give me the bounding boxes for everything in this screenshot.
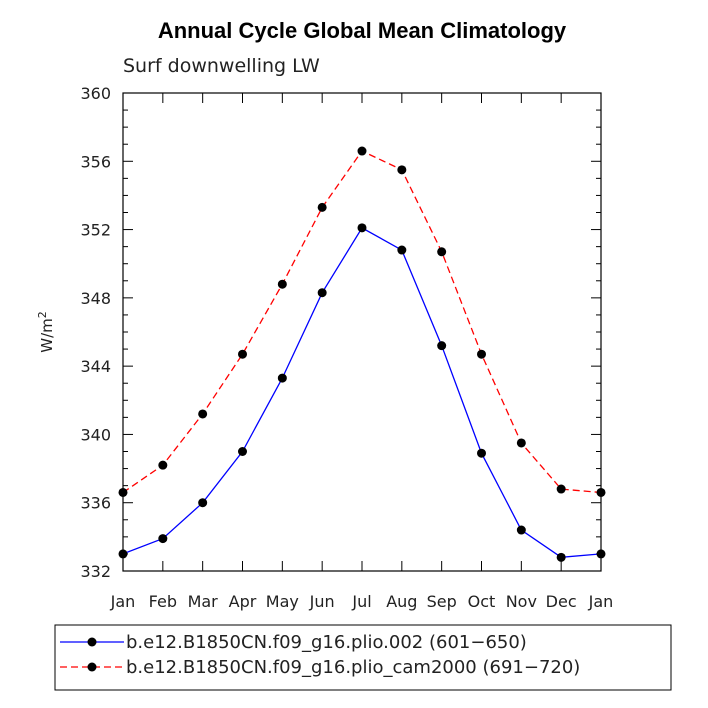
series-line-1 [122,227,602,558]
x-tick-label: Mar [188,592,219,611]
series-2-point [477,349,486,359]
y-axis-label: W/m2 [36,311,56,353]
x-tick-label: May [266,592,299,611]
series-1-point [357,223,367,233]
x-tick-label: Oct [468,592,496,611]
series-1-point [437,341,447,351]
series-1-point [516,525,526,535]
chart-subtitle: Surf downwelling LW [123,55,320,77]
chart-title: Annual Cycle Global Mean Climatology [158,18,567,43]
series-1-point [238,447,247,456]
x-tick-label: Apr [229,592,257,611]
series-2-point [596,487,606,497]
y-axis-label-superscript: 2 [36,311,49,318]
series-2-point [238,349,247,359]
plot-frame [122,92,602,572]
plot-area [122,92,602,572]
series-1-point [596,549,606,559]
legend-box [54,624,672,691]
x-tick-labels: Jan Feb Mar Apr May Jun Jul Aug Sep Oct Nov Dec Jan [110,592,614,611]
y-tick-label: 344 [80,357,111,376]
y-tick-label: 356 [80,152,111,171]
series-2-point [198,409,208,419]
series-lines [122,150,602,558]
series-2-point [516,438,526,448]
x-tick-label: Feb [149,592,177,611]
x-tick-label: Dec [546,592,577,611]
y-tick-label: 340 [80,425,111,444]
series-2-point [397,165,407,175]
y-tick-labels: 332 336 340 344 348 352 356 360 [80,84,111,581]
series-1-point [198,498,208,508]
series-1-point [397,245,407,255]
x-tick-label: Jan [588,592,614,611]
x-tick-label: Jun [309,592,335,611]
series-2-point [556,484,566,494]
y-tick-label: 352 [80,221,111,240]
series-1-point [477,448,486,458]
series-2-point [158,460,168,470]
series-2-point [317,202,327,212]
x-tick-label: Sep [427,592,457,611]
x-tick-label: Jul [351,592,371,611]
y-tick-label: 336 [80,494,111,513]
legend-label-2: b.e12.B1850CN.f09_g16.plio_cam2000 (691−… [126,657,580,678]
legend-marker-2 [87,662,97,672]
x-tick-label: Nov [506,592,537,611]
legend: b.e12.B1850CN.f09_g16.plio.002 (601−650)… [54,624,672,691]
legend-label-1: b.e12.B1850CN.f09_g16.plio.002 (601−650) [126,632,527,653]
series-line-2 [122,150,602,494]
series-2-point [118,487,128,497]
series-2-point [277,279,287,289]
legend-marker-1 [87,637,97,647]
axis-ticks [122,92,602,572]
x-tick-label: Jan [110,592,136,611]
y-tick-label: 348 [80,289,111,308]
series-2-point [437,247,447,257]
series-1-point [118,549,128,559]
series-1-point [158,534,168,544]
series-1-point [277,373,287,383]
series-markers [118,146,606,562]
x-tick-label: Aug [386,592,417,611]
series-1-point [317,288,327,298]
series-1-point [556,552,566,562]
y-tick-label: 360 [80,84,111,103]
y-tick-label: 332 [80,562,111,581]
y-axis-label-text: W/m [38,318,56,353]
series-2-point [357,146,367,156]
